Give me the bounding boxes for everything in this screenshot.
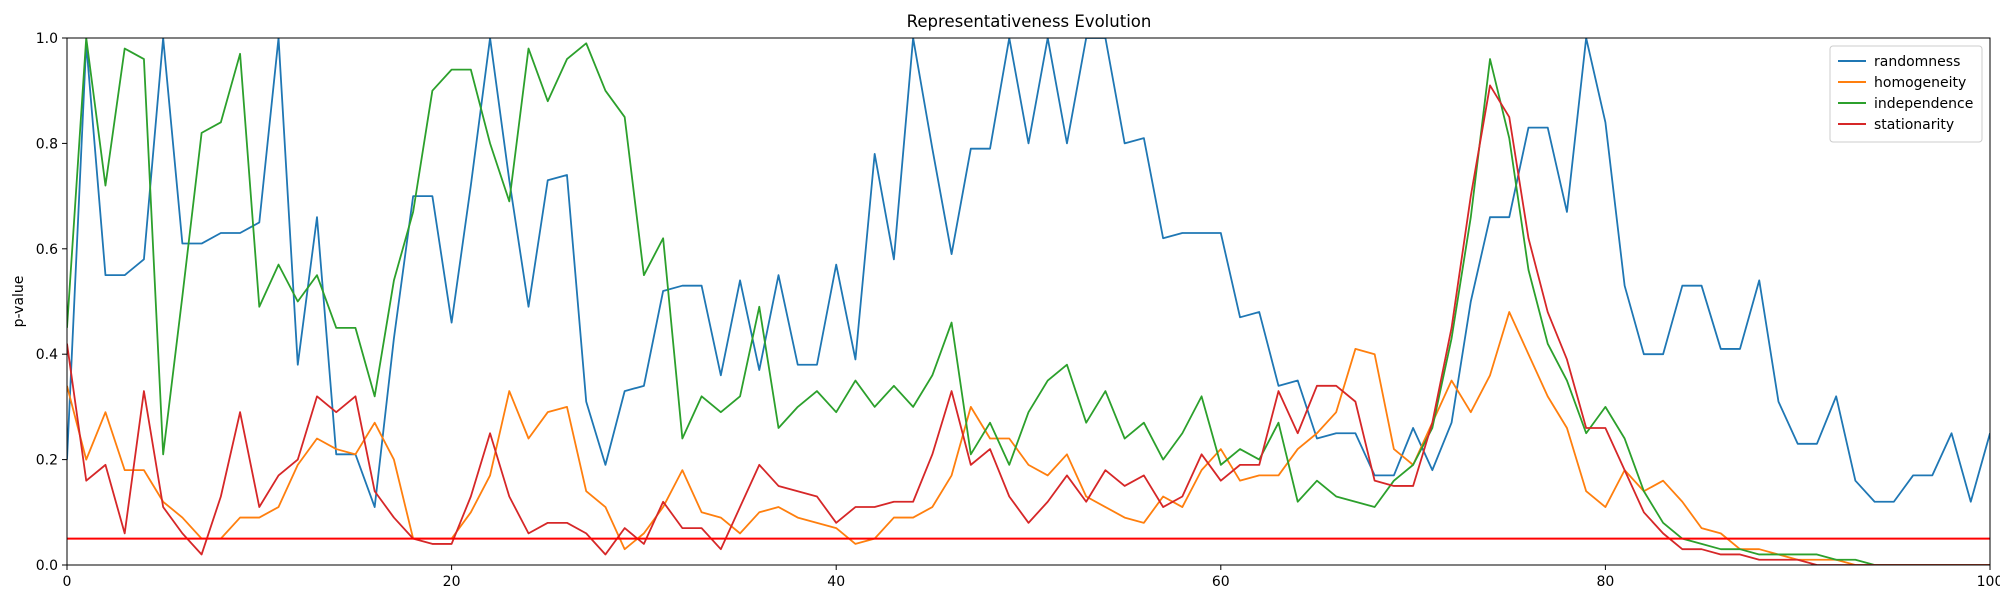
legend-label-homogeneity: homogeneity — [1874, 75, 1966, 91]
series-line-homogeneity — [67, 311, 1990, 565]
x-tick-label: 80 — [1596, 574, 1614, 590]
series-group — [67, 38, 1990, 565]
chart-title: Representativeness Evolution — [907, 12, 1152, 31]
y-tick-label: 0.0 — [36, 558, 58, 574]
y-tick-label: 1.0 — [36, 31, 58, 47]
legend: randomness homogeneity independence station… — [1829, 45, 1983, 143]
x-tick-label: 40 — [827, 574, 845, 590]
legend-label-randomness: randomness — [1874, 54, 1960, 70]
legend-label-stationarity: stationarity — [1874, 117, 1954, 133]
x-tick-label: 60 — [1212, 574, 1230, 590]
legend-label-independence: independence — [1874, 96, 1973, 112]
series-line-independence — [67, 38, 1990, 565]
plot-frame — [66, 37, 1991, 566]
x-axis: 0 20 40 60 80 100 — [63, 565, 2000, 590]
x-tick-label: 20 — [443, 574, 461, 590]
x-tick-label: 0 — [63, 574, 72, 590]
y-axis-label: p-value — [11, 276, 27, 328]
legend-box — [1829, 45, 1983, 143]
y-tick-label: 0.2 — [36, 453, 58, 469]
y-tick-label: 0.6 — [36, 242, 58, 258]
series-line-randomness — [67, 38, 1990, 508]
y-axis: 0.0 0.2 0.4 0.6 0.8 1.0 — [36, 31, 67, 574]
y-tick-label: 0.4 — [36, 347, 58, 363]
plot-area — [66, 37, 1991, 566]
y-tick-label: 0.8 — [36, 136, 58, 152]
x-tick-label: 100 — [1977, 574, 2000, 590]
